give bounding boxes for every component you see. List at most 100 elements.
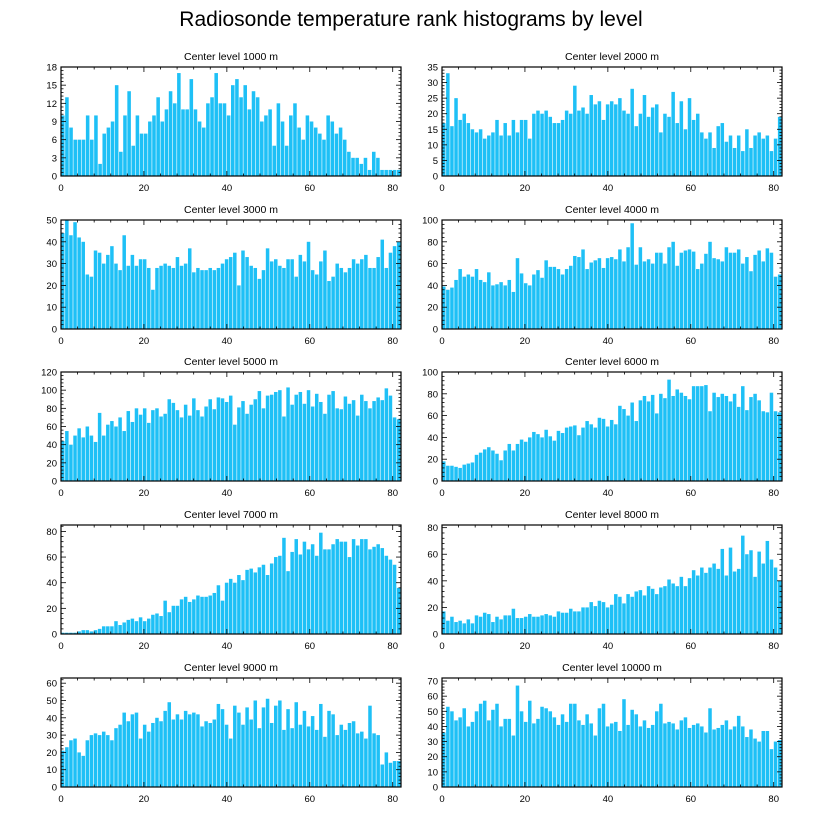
histogram-bar — [61, 115, 65, 176]
histogram-bar — [310, 270, 315, 329]
y-tick-label: 60 — [427, 411, 438, 422]
histogram-bar — [630, 596, 634, 634]
histogram-bar — [446, 620, 450, 634]
histogram-bar — [101, 626, 106, 634]
histogram-bar — [89, 435, 94, 481]
histogram-bar — [478, 616, 483, 634]
histogram-bar — [450, 126, 454, 176]
histogram-bar — [765, 412, 770, 481]
histogram-bar — [372, 733, 376, 787]
histogram-bar — [757, 741, 761, 787]
histogram-bar — [73, 435, 77, 481]
histogram-bar — [193, 109, 198, 176]
histogram-bar — [204, 596, 208, 634]
histogram-bar — [101, 435, 106, 481]
histogram-bar — [269, 722, 274, 787]
histogram-bar — [507, 279, 512, 329]
histogram-bar — [347, 403, 352, 481]
panel-title: Center level 8000 m — [565, 509, 659, 521]
panel-title: Center level 2000 m — [565, 51, 659, 63]
histogram-bar — [585, 607, 589, 634]
histogram-bar — [159, 616, 163, 634]
histogram-bar — [220, 263, 225, 329]
histogram-bar — [597, 600, 602, 634]
histogram-bar — [503, 123, 507, 176]
histogram-bar — [741, 726, 745, 787]
histogram-bar — [503, 718, 507, 788]
histogram-bar — [343, 729, 348, 787]
y-tick-label: 80 — [46, 527, 57, 538]
panel-title: Center level 10000 m — [562, 662, 662, 674]
histogram-bar — [155, 613, 159, 634]
histogram-bar — [753, 393, 757, 481]
histogram-bar — [347, 267, 352, 329]
histogram-bar — [749, 550, 753, 634]
histogram-bar — [659, 132, 663, 176]
histogram-bar — [642, 395, 647, 481]
histogram-bar — [280, 121, 285, 176]
histogram-bar — [446, 73, 450, 176]
histogram-bar — [491, 709, 495, 787]
histogram-bar — [511, 291, 516, 329]
histogram-bar — [646, 727, 651, 787]
histogram-bar — [392, 417, 397, 481]
histogram-bar — [478, 452, 483, 481]
histogram-bar — [663, 586, 667, 634]
x-tick-label: 60 — [685, 336, 696, 347]
histogram-bar — [228, 257, 233, 329]
histogram-bar — [769, 252, 774, 329]
x-tick-label: 80 — [768, 336, 779, 347]
histogram-bar — [462, 464, 466, 481]
histogram-bar — [552, 616, 557, 634]
histogram-bar — [138, 259, 143, 329]
histogram-bar — [81, 241, 85, 329]
histogram-bar — [675, 265, 679, 329]
histogram-bar — [650, 107, 655, 176]
histogram-bar — [708, 241, 712, 329]
y-tick-label: 60 — [427, 259, 438, 270]
histogram-bar — [93, 733, 98, 787]
histogram-bar — [138, 414, 143, 481]
histogram-bar — [319, 703, 323, 787]
histogram-bar — [216, 397, 221, 481]
histogram-bar — [347, 722, 352, 787]
histogram-bar — [114, 728, 118, 787]
histogram-bar — [618, 249, 622, 329]
histogram-bar — [593, 427, 598, 481]
histogram-bar — [466, 463, 471, 481]
histogram-bar — [326, 115, 330, 176]
histogram-bar — [728, 401, 733, 481]
histogram-bar — [609, 101, 614, 176]
histogram-bar — [470, 721, 475, 787]
histogram-bar — [458, 717, 462, 787]
histogram-bar — [749, 397, 753, 481]
histogram-bar — [732, 726, 737, 787]
histogram-bar — [260, 121, 264, 176]
histogram-bar — [777, 740, 782, 787]
x-tick-label: 60 — [304, 794, 315, 805]
histogram-bar — [282, 416, 286, 481]
histogram-bar — [777, 274, 782, 329]
histogram-bar — [601, 119, 606, 176]
histogram-bar — [700, 567, 704, 634]
histogram-bar — [85, 426, 90, 481]
histogram-bar — [282, 267, 286, 329]
histogram-bar — [720, 724, 725, 787]
histogram-bar — [720, 261, 725, 329]
histogram-bar — [523, 441, 528, 481]
y-tick-label: 20 — [427, 603, 438, 614]
histogram-bar — [667, 116, 671, 176]
histogram-bar — [97, 735, 102, 787]
histogram-bar — [167, 265, 172, 329]
x-tick-label: 20 — [139, 641, 150, 652]
y-tick-label: 0 — [433, 477, 438, 488]
y-tick-label: 20 — [427, 109, 438, 120]
histogram-bar — [97, 252, 102, 329]
histogram-bar — [450, 287, 454, 329]
histogram-bar — [622, 603, 626, 634]
histogram-bar — [745, 554, 749, 634]
histogram-bar — [241, 250, 245, 329]
histogram-bar — [274, 557, 278, 634]
histogram-bar — [749, 271, 753, 329]
